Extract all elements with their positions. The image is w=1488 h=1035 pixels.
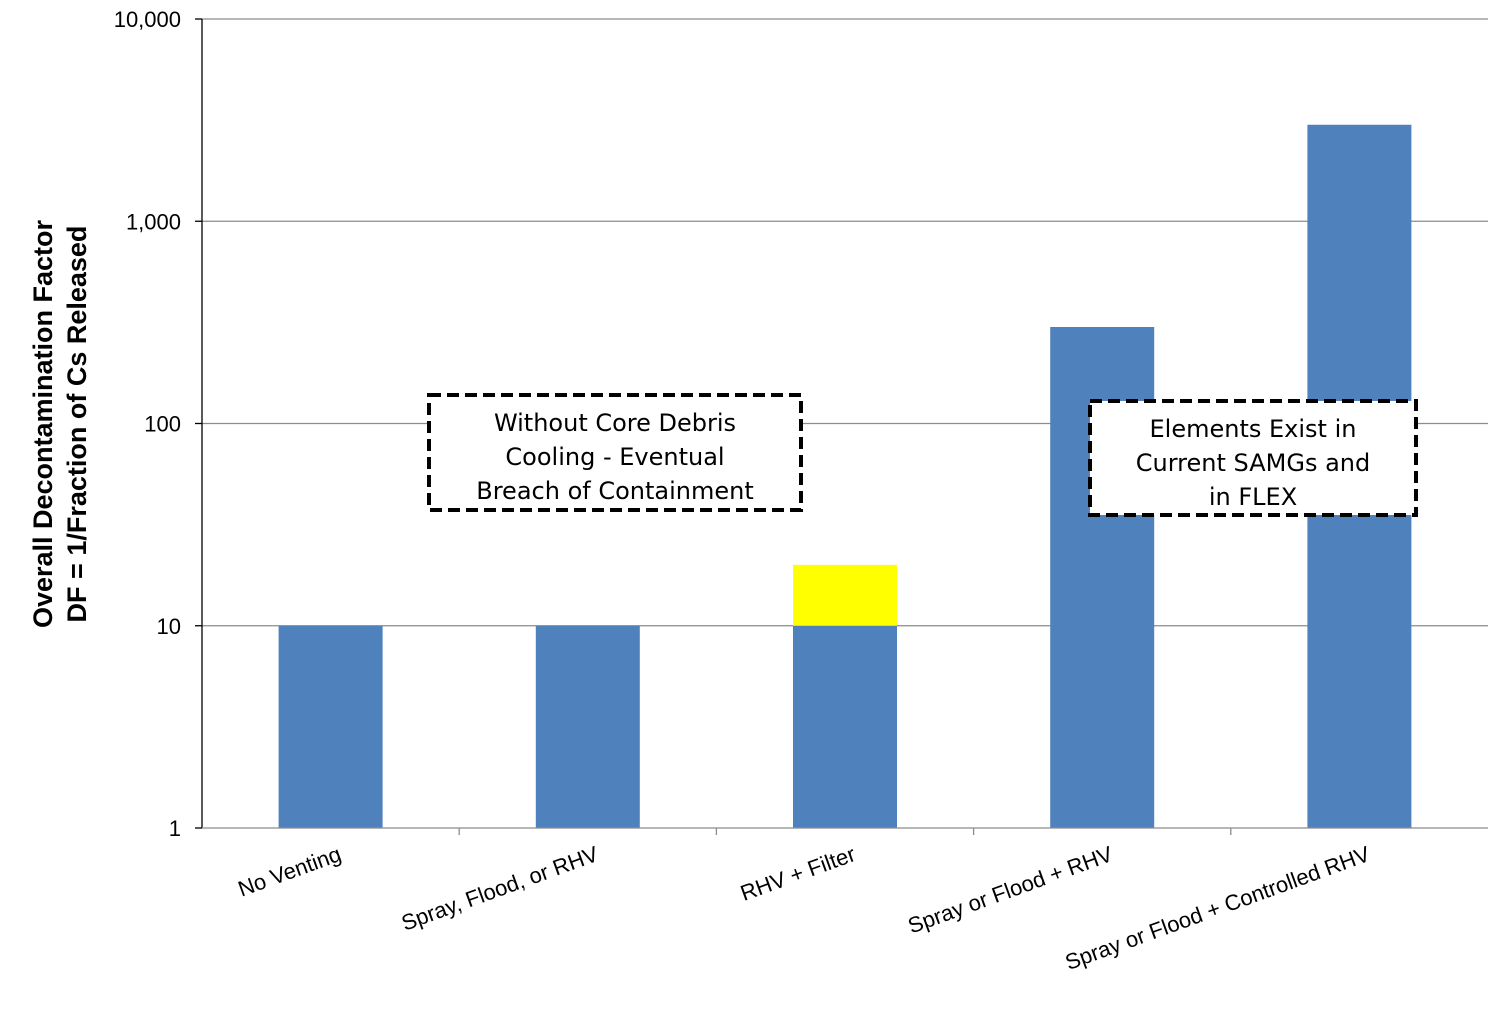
bar bbox=[278, 625, 383, 828]
annotation-border bbox=[427, 393, 803, 512]
annotations: Without Core Debris Cooling - Eventual Bre… bbox=[427, 393, 1418, 517]
y-tick-label: 10 bbox=[157, 614, 181, 639]
axes bbox=[195, 18, 1488, 835]
x-category-label: Spray, Flood, or RHV bbox=[398, 841, 602, 936]
annotation-text: in FLEX bbox=[1209, 483, 1297, 511]
annotation-text: Current SAMGs and bbox=[1136, 449, 1370, 477]
annotation-box: Elements Exist in Current SAMGs and in FLE… bbox=[1088, 399, 1418, 517]
y-axis-title-line-2: DF = 1/Fraction of Cs Released bbox=[62, 226, 92, 623]
y-tick-label: 1,000 bbox=[126, 209, 181, 234]
annotation-text: Breach of Containment bbox=[476, 477, 754, 505]
gridlines bbox=[202, 18, 1488, 627]
annotation-border bbox=[1088, 399, 1418, 517]
y-tick-label: 100 bbox=[144, 412, 181, 437]
bar bbox=[535, 625, 640, 828]
annotation-text: Without Core Debris bbox=[494, 409, 736, 437]
y-axis-title: Overall Decontamination Factor DF = 1/Fr… bbox=[28, 219, 92, 628]
x-category-label: RHV + Filter bbox=[737, 841, 859, 906]
y-axis-title-line-1: Overall Decontamination Factor bbox=[28, 219, 58, 628]
bar-segment-filter bbox=[793, 564, 897, 626]
annotation-box: Without Core Debris Cooling - Eventual Bre… bbox=[427, 393, 803, 512]
x-category-label: Spray or Flood + RHV bbox=[905, 841, 1117, 938]
annotation-text: Cooling - Eventual bbox=[505, 443, 724, 471]
bar bbox=[793, 625, 897, 828]
x-category-label: No Venting bbox=[235, 841, 345, 901]
y-tick-labels: 1 10 100 1,000 10,000 bbox=[114, 7, 181, 841]
y-tick-label: 1 bbox=[169, 816, 181, 841]
x-category-labels: No Venting Spray, Flood, or RHV RHV + Filt… bbox=[235, 841, 1374, 975]
y-tick-label: 10,000 bbox=[114, 7, 181, 32]
annotation-text: Elements Exist in bbox=[1150, 415, 1357, 443]
